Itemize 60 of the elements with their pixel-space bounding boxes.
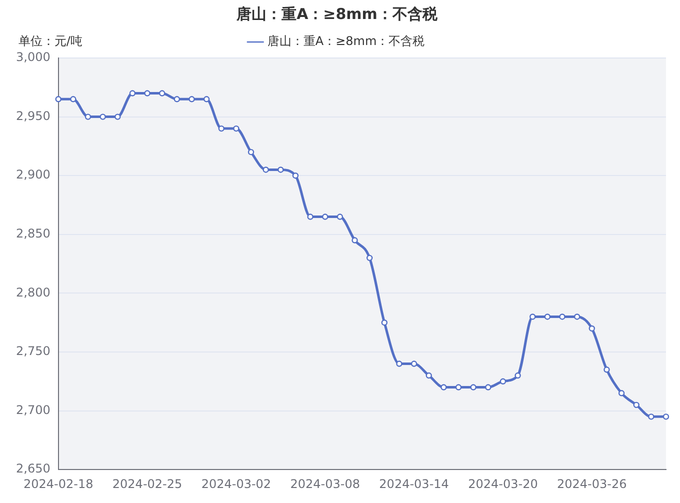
y-tick-label: 2,650 [16, 462, 50, 476]
point [174, 96, 180, 102]
point [233, 125, 240, 132]
point [262, 166, 269, 173]
point [500, 378, 506, 384]
point [218, 125, 224, 132]
point [633, 402, 640, 408]
point [440, 384, 447, 390]
y-tick-label: 3,000 [16, 50, 50, 64]
point [410, 360, 418, 367]
y-tick-label: 2,750 [16, 344, 50, 358]
y-tick-label: 2,950 [16, 108, 50, 123]
point [352, 237, 358, 244]
point [588, 325, 595, 332]
point [114, 114, 121, 120]
point [662, 414, 670, 420]
chart-title: 唐山：重A：≥8mm：不含税 [236, 4, 438, 23]
point [188, 96, 195, 102]
point [559, 314, 566, 320]
y-tick-label: 2,800 [16, 285, 50, 300]
x-tick-label: 2024-03-20 [468, 476, 538, 491]
x-tick-label: 2024-03-02 [201, 476, 272, 491]
x-tick-label: 2024-03-14 [379, 476, 449, 491]
point [336, 214, 344, 220]
point [366, 254, 373, 262]
point [396, 360, 402, 367]
point [322, 214, 328, 220]
point [604, 366, 610, 373]
point [55, 96, 62, 102]
y-tick-label: 2,850 [16, 226, 50, 241]
point [544, 314, 551, 320]
point [307, 214, 314, 220]
point [470, 384, 476, 390]
point [203, 96, 210, 102]
point [530, 314, 536, 320]
point [84, 114, 92, 120]
x-tick-label: 2024-03-26 [557, 476, 627, 491]
point [70, 96, 76, 102]
x-tick-label: 2024-02-25 [112, 476, 182, 491]
y-tick-label: 2,900 [16, 168, 50, 182]
y-axis-title: 单位：元/吨 [18, 34, 82, 48]
point [278, 166, 284, 173]
point [129, 90, 136, 96]
point [426, 372, 432, 379]
point [292, 172, 299, 179]
point [485, 384, 492, 390]
point [455, 384, 462, 390]
point [159, 90, 166, 96]
x-tick-label: 2024-02-18 [23, 476, 94, 491]
legend-label: 唐山：重A：≥8mm：不含税 [267, 34, 425, 48]
y-tick-label: 2,700 [16, 402, 50, 417]
point [648, 414, 654, 420]
point [514, 372, 521, 379]
point [248, 148, 254, 156]
point [144, 90, 150, 96]
point [100, 114, 106, 120]
point [574, 314, 580, 320]
point [381, 320, 388, 326]
point [618, 390, 625, 396]
x-tick-label: 2024-03-08 [290, 476, 360, 491]
